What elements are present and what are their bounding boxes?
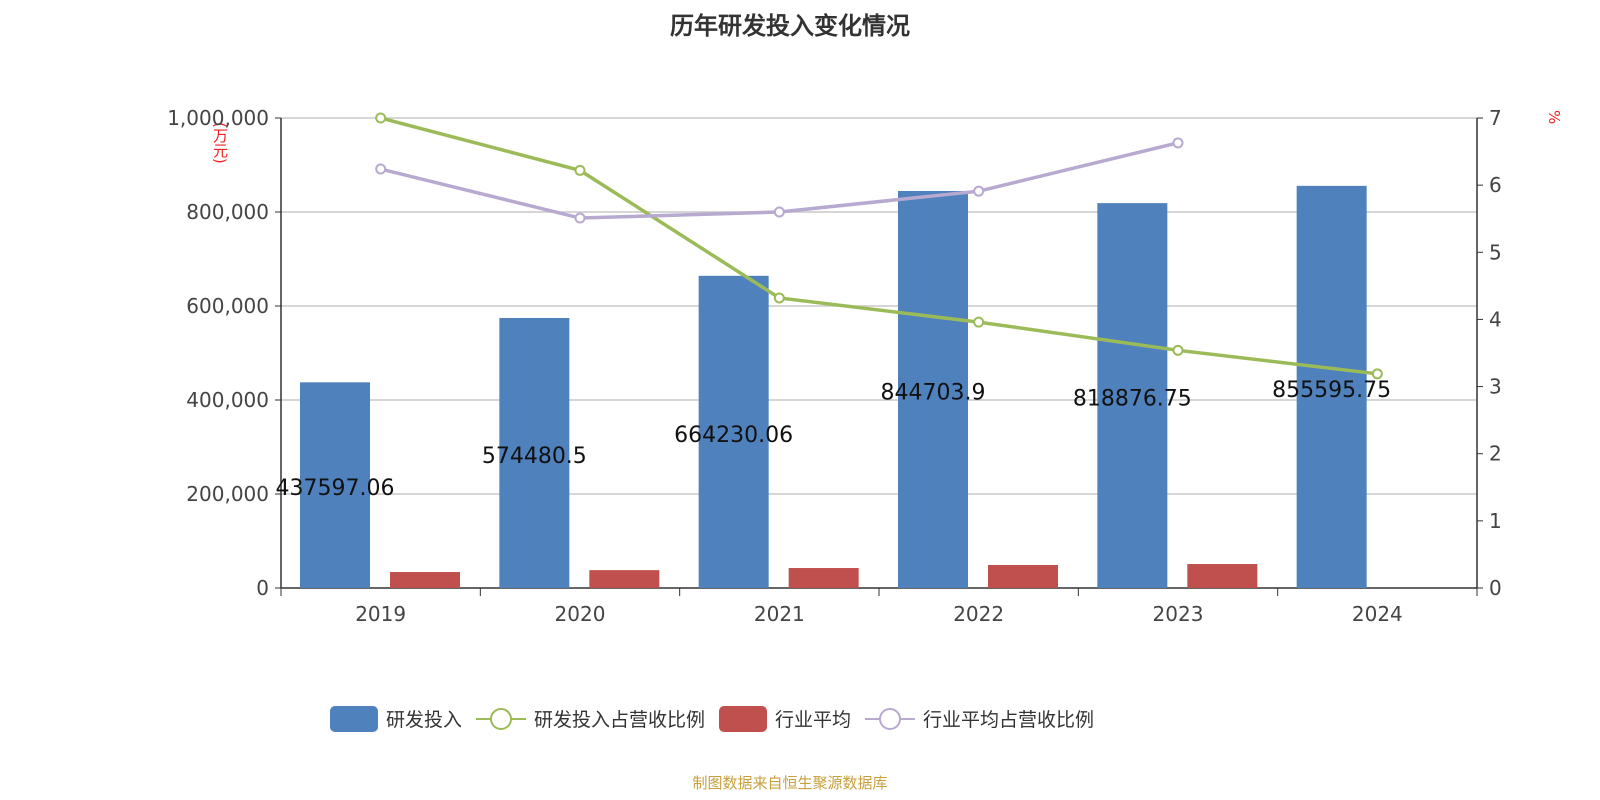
y-left-tick-label: 1,000,000 bbox=[167, 106, 269, 130]
y-right-tick-label: 4 bbox=[1489, 307, 1502, 331]
bar-研发投入 bbox=[300, 382, 370, 588]
legend-label: 研发投入 bbox=[386, 709, 463, 731]
y-left-tick-label: 600,000 bbox=[186, 294, 269, 318]
point-研发投入占营收比例 bbox=[1371, 368, 1383, 380]
legend-item[interactable]: 行业平均占营收比例 bbox=[865, 705, 1094, 732]
point-行业平均占营收比例 bbox=[1172, 137, 1184, 149]
y-left-tick-label: 400,000 bbox=[186, 388, 269, 412]
x-tick-label: 2024 bbox=[1352, 602, 1403, 626]
bar-研发投入 bbox=[1296, 185, 1367, 588]
legend-item[interactable]: 行业平均 bbox=[719, 705, 851, 732]
y-right-tick-label: 1 bbox=[1489, 509, 1502, 533]
y-right-tick-label: 7 bbox=[1489, 106, 1502, 130]
point-研发投入占营收比例 bbox=[1172, 344, 1184, 356]
right-axis-unit: % bbox=[1545, 110, 1563, 125]
point-行业平均占营收比例 bbox=[574, 212, 586, 224]
bar-行业平均 bbox=[589, 570, 660, 588]
data-label: 574480.5 bbox=[482, 444, 587, 469]
bar-行业平均 bbox=[390, 572, 460, 588]
x-tick-label: 2019 bbox=[355, 602, 406, 626]
x-tick-label: 2021 bbox=[754, 602, 805, 626]
y-right-tick-label: 6 bbox=[1489, 173, 1502, 197]
point-研发投入占营收比例 bbox=[973, 316, 985, 328]
x-tick-label: 2020 bbox=[555, 602, 606, 626]
data-label: 437597.06 bbox=[276, 476, 395, 501]
y-right-tick-label: 3 bbox=[1489, 375, 1502, 399]
point-行业平均占营收比例 bbox=[375, 163, 387, 175]
x-tick-label: 2023 bbox=[1153, 602, 1204, 626]
line-研发投入占营收比例 bbox=[380, 116, 1378, 376]
point-研发投入占营收比例 bbox=[574, 164, 586, 176]
bar-行业平均 bbox=[1187, 564, 1258, 588]
point-行业平均占营收比例 bbox=[773, 206, 785, 218]
legend-label: 行业平均 bbox=[775, 709, 852, 731]
y-right-tick-label: 2 bbox=[1489, 442, 1502, 466]
legend-swatch bbox=[865, 706, 916, 732]
bar-研发投入 bbox=[1097, 203, 1168, 588]
bar-研发投入 bbox=[698, 275, 769, 588]
y-right-tick-label: 0 bbox=[1489, 576, 1502, 600]
y-right-tick-label: 5 bbox=[1489, 240, 1502, 264]
point-研发投入占营收比例 bbox=[375, 112, 387, 124]
legend-label: 研发投入占营收比例 bbox=[534, 709, 706, 731]
legend-swatch bbox=[719, 705, 768, 732]
bar-行业平均 bbox=[788, 568, 859, 588]
point-研发投入占营收比例 bbox=[773, 292, 785, 304]
data-label: 664230.06 bbox=[674, 423, 793, 448]
legend-item[interactable]: 研发投入 bbox=[330, 705, 462, 732]
legend-swatch bbox=[476, 706, 527, 732]
left-axis-unit: (万元) bbox=[211, 122, 229, 164]
point-行业平均占营收比例 bbox=[973, 185, 985, 197]
legend-item[interactable]: 研发投入占营收比例 bbox=[476, 705, 705, 732]
legend-label: 行业平均占营收比例 bbox=[923, 709, 1095, 731]
bar-行业平均 bbox=[988, 564, 1058, 588]
bar-研发投入 bbox=[499, 317, 570, 588]
source-note: 制图数据来自恒生聚源数据库 bbox=[692, 774, 888, 792]
y-left-tick-label: 800,000 bbox=[186, 200, 269, 224]
x-tick-label: 2022 bbox=[953, 602, 1004, 626]
chart-title: 历年研发投入变化情况 bbox=[670, 12, 910, 40]
data-label: 818876.75 bbox=[1073, 387, 1192, 412]
y-left-tick-label: 200,000 bbox=[186, 482, 269, 506]
bar-研发投入 bbox=[898, 190, 968, 588]
y-left-tick-label: 0 bbox=[256, 576, 269, 600]
legend-swatch bbox=[330, 705, 378, 732]
data-label: 855595.75 bbox=[1272, 378, 1391, 403]
data-label: 844703.9 bbox=[881, 380, 986, 405]
legend: 研发投入 研发投入占营收比例 行业平均 行业平均占营收比例 bbox=[330, 705, 1108, 732]
